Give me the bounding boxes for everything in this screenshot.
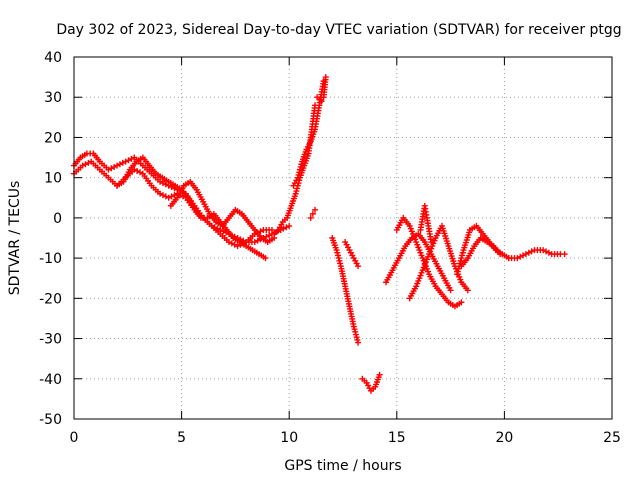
series-fall (329, 235, 362, 346)
series-track-d (167, 178, 278, 246)
data-point (447, 287, 454, 294)
data-point (312, 206, 319, 213)
data-point (268, 226, 275, 233)
x-tick-label: 20 (495, 430, 513, 446)
data-point (111, 163, 118, 170)
data-point (528, 248, 535, 255)
data-point (355, 339, 362, 346)
ticks-layer: 0 5 10 15 20 25 -50 -40 -30 -20 -10 0 10 20 30 40 (39, 50, 621, 446)
series-trough (359, 371, 383, 394)
data-point (458, 299, 465, 306)
y-tick-label: 20 (44, 130, 62, 146)
data-point (82, 161, 89, 168)
series-hump (454, 222, 512, 278)
series-track-c (114, 154, 269, 262)
grid-layer (74, 57, 612, 419)
data-point (116, 161, 123, 168)
y-tick-label: -20 (39, 291, 62, 307)
data-point (514, 255, 521, 262)
data-point (464, 287, 471, 294)
series-spike-top (314, 74, 329, 105)
data-point (114, 162, 121, 169)
data-point (125, 157, 132, 164)
y-tick-label: 10 (44, 171, 62, 187)
data-point (561, 251, 568, 258)
data-point (168, 193, 175, 200)
data-point (134, 167, 141, 174)
series-fall-side (342, 239, 362, 270)
y-tick-label: -50 (39, 412, 62, 428)
data-point (122, 158, 129, 165)
x-tick-label: 0 (70, 430, 79, 446)
data-point (517, 253, 524, 260)
data-point (136, 169, 143, 176)
y-tick-label: 40 (44, 50, 62, 66)
series-hump-b (458, 235, 504, 270)
plot-border (73, 56, 613, 420)
data-point (322, 74, 329, 81)
series-spikes-16 (417, 202, 435, 246)
data-point (159, 192, 166, 199)
data-point (355, 263, 362, 270)
data-point (520, 252, 527, 259)
x-tick-label: 15 (388, 430, 406, 446)
data-point (376, 371, 383, 378)
data-point (309, 210, 316, 217)
series-drop-low (307, 206, 319, 221)
x-axis-label: GPS time / hours (284, 458, 401, 474)
x-tick-label: 25 (603, 430, 621, 446)
data-point (522, 251, 529, 258)
y-axis-label: SDTVAR / TECUs (7, 181, 23, 296)
data-point (251, 239, 258, 246)
y-tick-label: -40 (39, 372, 62, 388)
x-tick-label: 5 (177, 430, 186, 446)
chart-title: Day 302 of 2023, Sidereal Day-to-day VTE… (56, 22, 621, 38)
data-point (318, 98, 325, 105)
data-point (543, 248, 550, 255)
points-layer (71, 74, 568, 394)
data-point (525, 249, 532, 256)
data-point (119, 159, 126, 166)
data-point (428, 239, 435, 246)
y-tick-label: 30 (44, 90, 62, 106)
data-point (228, 240, 235, 247)
data-point (545, 249, 552, 256)
data-point (165, 194, 172, 201)
data-point (540, 247, 547, 254)
y-tick-label: -30 (39, 332, 62, 348)
data-point (262, 255, 269, 262)
data-point (162, 193, 169, 200)
data-point (307, 214, 314, 221)
x-tick-label: 10 (280, 430, 298, 446)
series-tail (505, 247, 568, 262)
data-point (108, 165, 115, 172)
data-point (286, 222, 293, 229)
y-tick-label: -10 (39, 251, 62, 267)
y-tick-label: 0 (53, 211, 62, 227)
data-point (497, 251, 504, 258)
